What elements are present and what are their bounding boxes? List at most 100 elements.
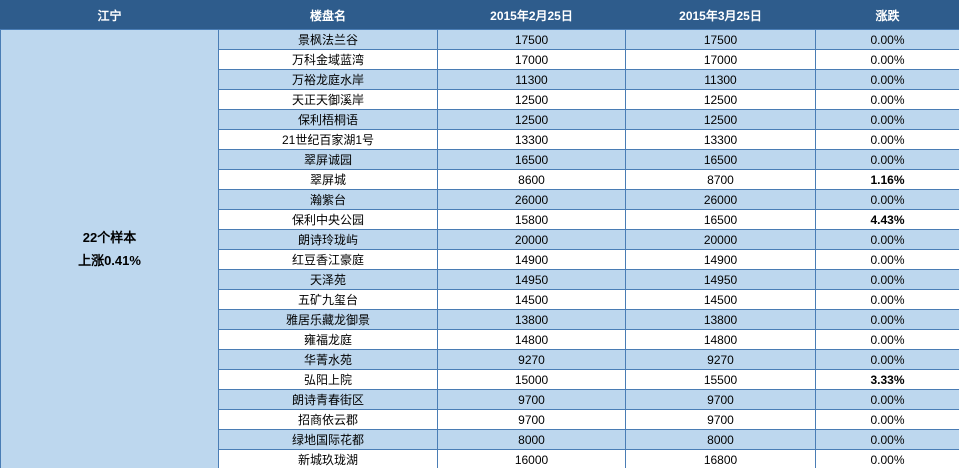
table-row: 朗诗青春街区 9700 9700 0.00% <box>0 389 959 410</box>
table-row: 22个样本 上涨0.41% 景枫法兰谷 17500 17500 0.00% <box>0 29 959 468</box>
price-feb-cell: 15800 <box>437 209 626 230</box>
change-cell: 0.00% <box>815 429 959 450</box>
change-cell: 0.00% <box>815 289 959 310</box>
table-row: 保利中央公园 15800 16500 4.43% <box>0 209 959 230</box>
change-cell: 0.00% <box>815 69 959 90</box>
property-name-cell: 天泽苑 <box>218 269 438 290</box>
table-row: 五矿九玺台 14500 14500 0.00% <box>0 289 959 310</box>
change-cell: 0.00% <box>815 249 959 270</box>
price-mar-cell: 9700 <box>625 409 816 430</box>
table-row: 招商依云郡 9700 9700 0.00% <box>0 409 959 430</box>
property-name-cell: 红豆香江豪庭 <box>218 249 438 270</box>
change-cell: 0.00% <box>815 109 959 130</box>
change-cell: 0.00% <box>815 49 959 70</box>
price-feb-cell: 26000 <box>437 189 626 210</box>
property-name-cell: 朗诗玲珑屿 <box>218 229 438 250</box>
change-cell: 0.00% <box>815 229 959 250</box>
table-row: 万科金域蓝湾 17000 17000 0.00% <box>0 49 959 70</box>
price-mar-cell: 9270 <box>625 349 816 370</box>
price-feb-cell: 15000 <box>437 369 626 390</box>
price-feb-cell: 9700 <box>437 409 626 430</box>
property-name-cell: 朗诗青春街区 <box>218 389 438 410</box>
change-cell: 3.33% <box>815 369 959 390</box>
table-row: 雍福龙庭 14800 14800 0.00% <box>0 329 959 350</box>
price-mar-cell: 8000 <box>625 429 816 450</box>
price-mar-cell: 17000 <box>625 49 816 70</box>
price-mar-cell: 14950 <box>625 269 816 290</box>
header-change: 涨跌 <box>815 0 959 30</box>
price-feb-cell: 11300 <box>437 69 626 90</box>
price-feb-cell: 8600 <box>437 169 626 190</box>
price-feb-cell: 12500 <box>437 109 626 130</box>
change-cell: 0.00% <box>815 189 959 210</box>
property-name-cell: 新城玖珑湖 <box>218 449 438 468</box>
change-cell: 0.00% <box>815 269 959 290</box>
header-property-name: 楼盘名 <box>218 0 438 30</box>
property-name-cell: 景枫法兰谷 <box>218 29 438 50</box>
change-cell: 4.43% <box>815 209 959 230</box>
property-name-cell: 华菁水苑 <box>218 349 438 370</box>
table-row: 新城玖珑湖 16000 16800 0.00% <box>0 449 959 468</box>
property-name-cell: 保利梧桐语 <box>218 109 438 130</box>
table-row: 朗诗玲珑屿 20000 20000 0.00% <box>0 229 959 250</box>
price-mar-cell: 16500 <box>625 209 816 230</box>
price-mar-cell: 13800 <box>625 309 816 330</box>
price-mar-cell: 12500 <box>625 109 816 130</box>
price-feb-cell: 8000 <box>437 429 626 450</box>
table-body: 22个样本 上涨0.41% 景枫法兰谷 17500 17500 0.00% 万科金域蓝湾 17… <box>0 29 959 468</box>
change-cell: 0.00% <box>815 329 959 350</box>
header-date-mar: 2015年3月25日 <box>625 0 816 30</box>
change-cell: 0.00% <box>815 129 959 150</box>
table-row: 华菁水苑 9270 9270 0.00% <box>0 349 959 370</box>
table-row: 翠屏城 8600 8700 1.16% <box>0 169 959 190</box>
property-name-cell: 21世纪百家湖1号 <box>218 129 438 150</box>
change-cell: 0.00% <box>815 409 959 430</box>
price-feb-cell: 17000 <box>437 49 626 70</box>
table-row: 万裕龙庭水岸 11300 11300 0.00% <box>0 69 959 90</box>
price-mar-cell: 13300 <box>625 129 816 150</box>
property-name-cell: 瀚紫台 <box>218 189 438 210</box>
region-summary-cell: 22个样本上涨0.41% <box>0 29 219 468</box>
price-feb-cell: 13800 <box>437 309 626 330</box>
table-row: 保利梧桐语 12500 12500 0.00% <box>0 109 959 130</box>
property-name-cell: 招商依云郡 <box>218 409 438 430</box>
header-row: 江宁 楼盘名 2015年2月25日 2015年3月25日 涨跌 <box>0 0 959 30</box>
price-feb-cell: 17500 <box>437 29 626 50</box>
table-row: 雅居乐藏龙御景 13800 13800 0.00% <box>0 309 959 330</box>
price-feb-cell: 13300 <box>437 129 626 150</box>
property-name-cell: 保利中央公园 <box>218 209 438 230</box>
price-mar-cell: 11300 <box>625 69 816 90</box>
price-mar-cell: 8700 <box>625 169 816 190</box>
price-feb-cell: 16000 <box>437 449 626 468</box>
price-mar-cell: 15500 <box>625 369 816 390</box>
price-mar-cell: 9700 <box>625 389 816 410</box>
change-cell: 0.00% <box>815 29 959 50</box>
price-feb-cell: 14900 <box>437 249 626 270</box>
change-cell: 0.00% <box>815 389 959 410</box>
average-change-label: 上涨0.41% <box>78 252 141 268</box>
change-cell: 0.00% <box>815 309 959 330</box>
property-name-cell: 弘阳上院 <box>218 369 438 390</box>
price-mar-cell: 14500 <box>625 289 816 310</box>
property-name-cell: 雍福龙庭 <box>218 329 438 350</box>
price-feb-cell: 20000 <box>437 229 626 250</box>
change-cell: 0.00% <box>815 149 959 170</box>
property-name-cell: 翠屏城 <box>218 169 438 190</box>
change-cell: 0.00% <box>815 89 959 110</box>
price-feb-cell: 14800 <box>437 329 626 350</box>
price-mar-cell: 16500 <box>625 149 816 170</box>
price-mar-cell: 14900 <box>625 249 816 270</box>
price-mar-cell: 16800 <box>625 449 816 468</box>
property-name-cell: 万裕龙庭水岸 <box>218 69 438 90</box>
header-region: 江宁 <box>0 0 219 30</box>
price-mar-cell: 12500 <box>625 89 816 110</box>
price-mar-cell: 26000 <box>625 189 816 210</box>
table-row: 21世纪百家湖1号 13300 13300 0.00% <box>0 129 959 150</box>
table-row: 绿地国际花都 8000 8000 0.00% <box>0 429 959 450</box>
table-row: 天正天御溪岸 12500 12500 0.00% <box>0 89 959 110</box>
price-mar-cell: 17500 <box>625 29 816 50</box>
sample-count-label: 22个样本 <box>82 230 137 246</box>
price-feb-cell: 14500 <box>437 289 626 310</box>
